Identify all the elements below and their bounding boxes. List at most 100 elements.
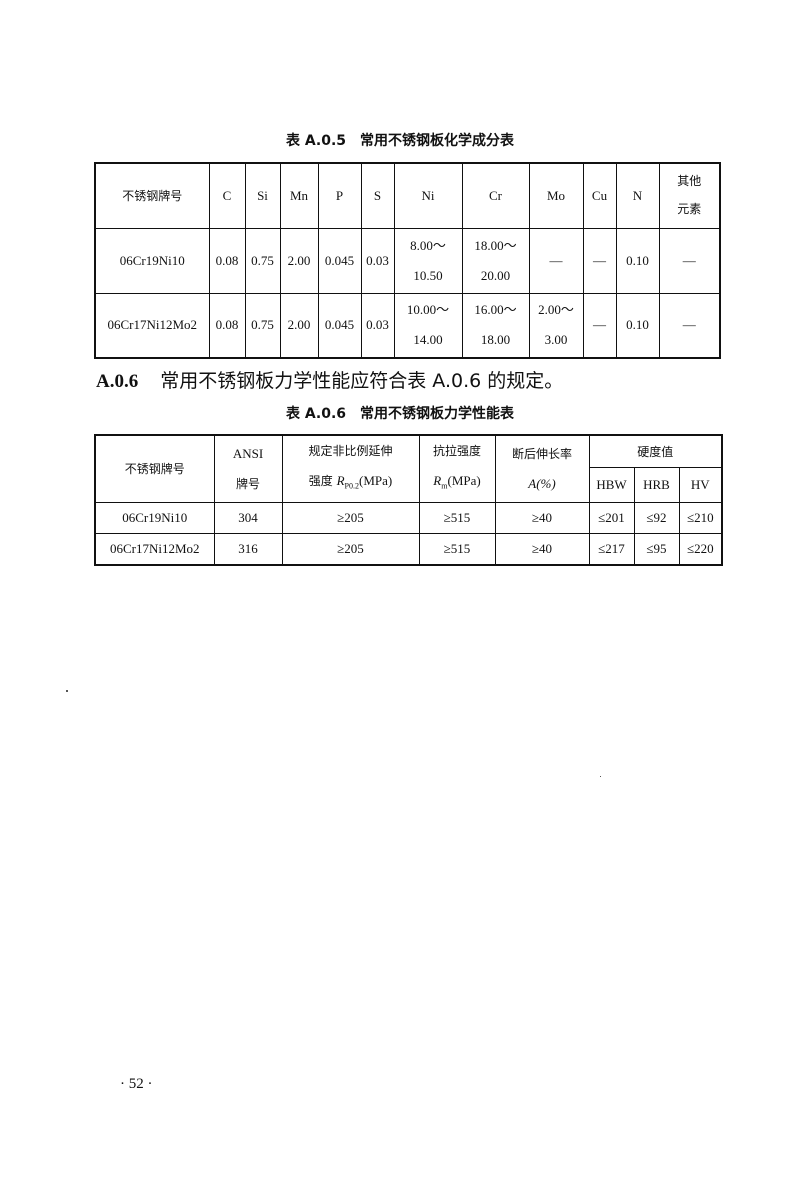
header-cu: Cu xyxy=(582,162,617,229)
cr-max: 20.00 xyxy=(480,267,511,283)
cell-c: 0.08 xyxy=(208,292,246,359)
header-yield-strength: 规定非比例延伸 强度 RP0.2(MPa) xyxy=(281,434,420,503)
header-hbw: HBW xyxy=(588,467,635,503)
header-mo: Mo xyxy=(528,162,584,229)
header-ansi: ANSI 牌号 xyxy=(213,434,283,503)
clause-text: 常用不锈钢板力学性能应符合表 A.0.6 的规定。 xyxy=(160,370,564,392)
cell-grade: 06Cr19Ni10 xyxy=(94,227,210,294)
cell-s: 0.03 xyxy=(360,292,395,359)
yield-unit: (MPa) xyxy=(359,473,393,488)
header-grade: 不锈钢牌号 xyxy=(94,162,210,229)
table-header-row: 不锈钢牌号 C Si Mn P S Ni Cr Mo Cu N 其他元素 xyxy=(94,162,721,229)
header-grade: 不锈钢牌号 xyxy=(94,434,215,503)
header-p: P xyxy=(317,162,362,229)
page-number: · 52 · xyxy=(120,1076,153,1092)
tensile-subscript: m xyxy=(441,481,448,491)
cell-mn: 2.00 xyxy=(279,227,319,294)
tensile-line1: 抗拉强度 xyxy=(432,444,481,458)
header-ni: Ni xyxy=(393,162,463,229)
ni-max: 14.00 xyxy=(413,332,443,348)
cell-p: 0.045 xyxy=(317,227,362,294)
cell-c: 0.08 xyxy=(208,227,246,294)
scan-speck xyxy=(600,776,601,777)
cell-elongation: ≥40 xyxy=(494,501,590,534)
header-mn: Mn xyxy=(279,162,319,229)
yield-subscript: P0.2 xyxy=(344,481,359,491)
cell-cu: — xyxy=(582,227,617,294)
tensile-unit: (MPa) xyxy=(447,473,481,488)
elongation-line1: 断后伸长率 xyxy=(511,446,572,461)
cell-grade: 06Cr19Ni10 xyxy=(94,501,215,534)
header-si: Si xyxy=(244,162,281,229)
header-elongation: 断后伸长率 A(%) xyxy=(494,434,590,503)
ansi-line1: ANSI xyxy=(232,445,264,461)
header-n: N xyxy=(615,162,660,229)
cr-min: 16.00～ xyxy=(474,302,517,318)
cell-yield: ≥205 xyxy=(281,501,420,534)
cell-si: 0.75 xyxy=(244,292,281,359)
cell-n: 0.10 xyxy=(615,292,660,359)
cell-other: — xyxy=(658,227,721,294)
table-subheader-row: HBW HRB HV xyxy=(95,467,723,503)
cell-si: 0.75 xyxy=(244,227,281,294)
yield-prefix: 强度 xyxy=(308,474,337,488)
cell-hrb: ≤92 xyxy=(633,501,680,534)
cell-ni: 8.00～ 10.50 xyxy=(393,227,463,294)
cell-grade: 06Cr17Ni12Mo2 xyxy=(94,292,210,359)
yield-symbol: R xyxy=(336,473,345,488)
header-hrb: HRB xyxy=(633,467,680,503)
header-other: 其他元素 xyxy=(658,162,721,229)
header-cr: Cr xyxy=(461,162,530,229)
clause-number: A.0.6 xyxy=(96,371,139,392)
cell-mo: — xyxy=(528,227,584,294)
table-a06-caption: 表 A.0.6 常用不锈钢板力学性能表 xyxy=(285,406,515,422)
table-a05-caption: 表 A.0.5 常用不锈钢板化学成分表 xyxy=(285,133,515,149)
cell-hbw: ≤217 xyxy=(588,532,635,566)
cell-ansi: 304 xyxy=(213,501,283,534)
cell-hv: ≤220 xyxy=(678,532,723,566)
cell-mo: 2.00～ 3.00 xyxy=(528,292,584,359)
cell-elongation: ≥40 xyxy=(494,532,590,566)
cell-n: 0.10 xyxy=(615,227,660,294)
cell-yield: ≥205 xyxy=(281,532,420,566)
cell-mn: 2.00 xyxy=(279,292,319,359)
cell-grade: 06Cr17Ni12Mo2 xyxy=(94,532,215,566)
cell-cr: 16.00～ 18.00 xyxy=(461,292,530,359)
tensile-symbol: R xyxy=(433,473,442,488)
table-row: 06Cr19Ni10 304 ≥205 ≥515 ≥40 ≤201 ≤92 ≤2… xyxy=(94,501,723,534)
header-other-text: 其他元素 xyxy=(677,174,702,217)
table-header-row: 不锈钢牌号 ANSI 牌号 规定非比例延伸 强度 RP0.2(MPa) 抗拉强度 Rm… xyxy=(94,434,723,503)
cr-max: 18.00 xyxy=(480,332,511,348)
ni-min: 10.00～ xyxy=(406,302,450,318)
cell-ansi: 316 xyxy=(213,532,283,566)
cell-other: — xyxy=(658,292,721,359)
cell-p: 0.045 xyxy=(317,292,362,359)
header-s: S xyxy=(360,162,395,229)
elongation-line2: A(%) xyxy=(528,475,556,491)
header-c: C xyxy=(208,162,246,229)
ansi-line2: 牌号 xyxy=(235,476,260,491)
cell-cu: — xyxy=(582,292,617,359)
table-row: 06Cr17Ni12Mo2 316 ≥205 ≥515 ≥40 ≤217 ≤95… xyxy=(94,532,723,566)
mechanical-properties-table: 不锈钢牌号 ANSI 牌号 规定非比例延伸 强度 RP0.2(MPa) 抗拉强度 Rm… xyxy=(94,434,724,566)
header-tensile-strength: 抗拉强度 Rm(MPa) xyxy=(418,434,496,503)
cr-min: 18.00～ xyxy=(474,237,517,253)
header-hv: HV xyxy=(678,467,723,503)
ni-max: 10.50 xyxy=(413,267,443,283)
cell-tensile: ≥515 xyxy=(418,501,496,534)
cell-s: 0.03 xyxy=(360,227,395,294)
cell-ni: 10.00～ 14.00 xyxy=(393,292,463,359)
clause-a06: A.0.6 常用不锈钢板力学性能应符合表 A.0.6 的规定。 xyxy=(96,366,563,393)
ni-min: 8.00～ xyxy=(410,237,446,253)
cell-hbw: ≤201 xyxy=(588,501,635,534)
yield-line1: 规定非比例延伸 xyxy=(308,444,393,458)
cell-hrb: ≤95 xyxy=(633,532,680,566)
table-row: 06Cr19Ni10 0.08 0.75 2.00 0.045 0.03 8.0… xyxy=(94,227,721,294)
cell-tensile: ≥515 xyxy=(418,532,496,566)
cell-cr: 18.00～ 20.00 xyxy=(461,227,530,294)
cell-hv: ≤210 xyxy=(678,501,723,534)
mo-max: 3.00 xyxy=(544,332,568,348)
scan-speck xyxy=(66,690,68,692)
header-hardness: 硬度值 xyxy=(588,434,723,469)
